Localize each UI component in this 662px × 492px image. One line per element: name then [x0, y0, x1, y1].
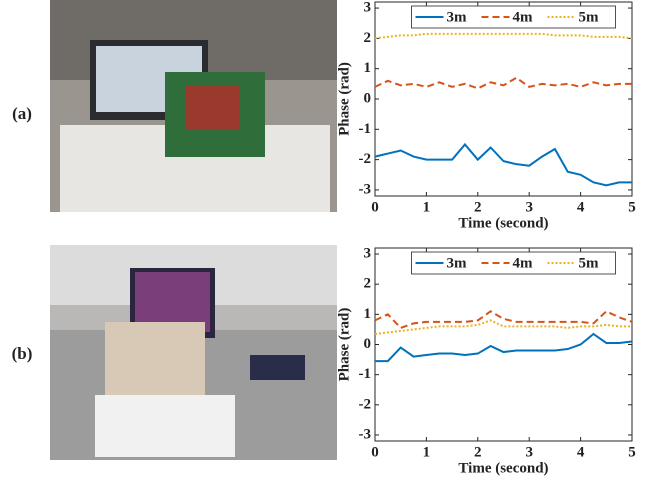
x-tick-label: 5 [628, 444, 636, 460]
y-tick-label: -1 [359, 121, 372, 137]
x-tick-label: 2 [474, 199, 482, 215]
y-tick-label: -3 [359, 181, 372, 197]
y-axis-label: Phase (rad) [336, 62, 352, 136]
photo-foam [95, 395, 235, 457]
x-tick-label: 1 [423, 199, 431, 215]
x-tick-label: 0 [371, 444, 379, 460]
y-tick-label: 2 [364, 30, 372, 46]
x-tick-label: 4 [577, 444, 585, 460]
y-tick-label: -1 [359, 366, 372, 382]
y-tick-label: 0 [364, 90, 372, 106]
legend: 3m 4m 5m [412, 252, 616, 274]
y-tick-label: 3 [364, 0, 372, 16]
y-tick-label: 1 [364, 306, 372, 322]
x-tick-label: 4 [577, 199, 585, 215]
y-tick-label: -3 [359, 426, 372, 442]
y-tick-label: 3 [364, 245, 372, 261]
legend-label: 3m [447, 9, 468, 25]
x-tick-label: 0 [371, 199, 379, 215]
photo-antenna-array [105, 322, 205, 397]
y-tick-label: 2 [364, 276, 372, 292]
y-tick-label: -2 [359, 151, 372, 167]
x-tick-label: 5 [628, 199, 636, 215]
x-tick-label: 1 [423, 444, 431, 460]
x-axis-label: Time (second) [458, 215, 548, 231]
legend-label: 4m [513, 255, 534, 271]
legend-label: 3m [447, 255, 468, 271]
plot-area [375, 248, 632, 441]
panel-label: (a) [12, 104, 32, 123]
legend: 3m 4m 5m [412, 6, 616, 28]
x-tick-label: 3 [525, 199, 533, 215]
y-axis-label: Phase (rad) [336, 308, 352, 382]
y-tick-label: -2 [359, 396, 372, 412]
x-tick-label: 3 [525, 444, 533, 460]
x-axis-label: Time (second) [458, 460, 548, 476]
photo-b [50, 245, 337, 460]
plot-area [375, 2, 632, 196]
legend-label: 4m [513, 9, 534, 25]
photo-a [50, 0, 337, 212]
y-tick-label: 1 [364, 60, 372, 76]
x-tick-label: 2 [474, 444, 482, 460]
photo-board [250, 355, 305, 380]
y-tick-label: 0 [364, 336, 372, 352]
panel-label: (b) [12, 344, 33, 363]
page: {"chart_data": [ {"type": "line", "panel… [0, 0, 662, 492]
photo-chip [185, 85, 240, 130]
legend-label: 5m [579, 255, 600, 271]
figure: (a)012345-3-2-10123Time (second)Phase (r… [0, 0, 662, 492]
legend-label: 5m [579, 9, 600, 25]
